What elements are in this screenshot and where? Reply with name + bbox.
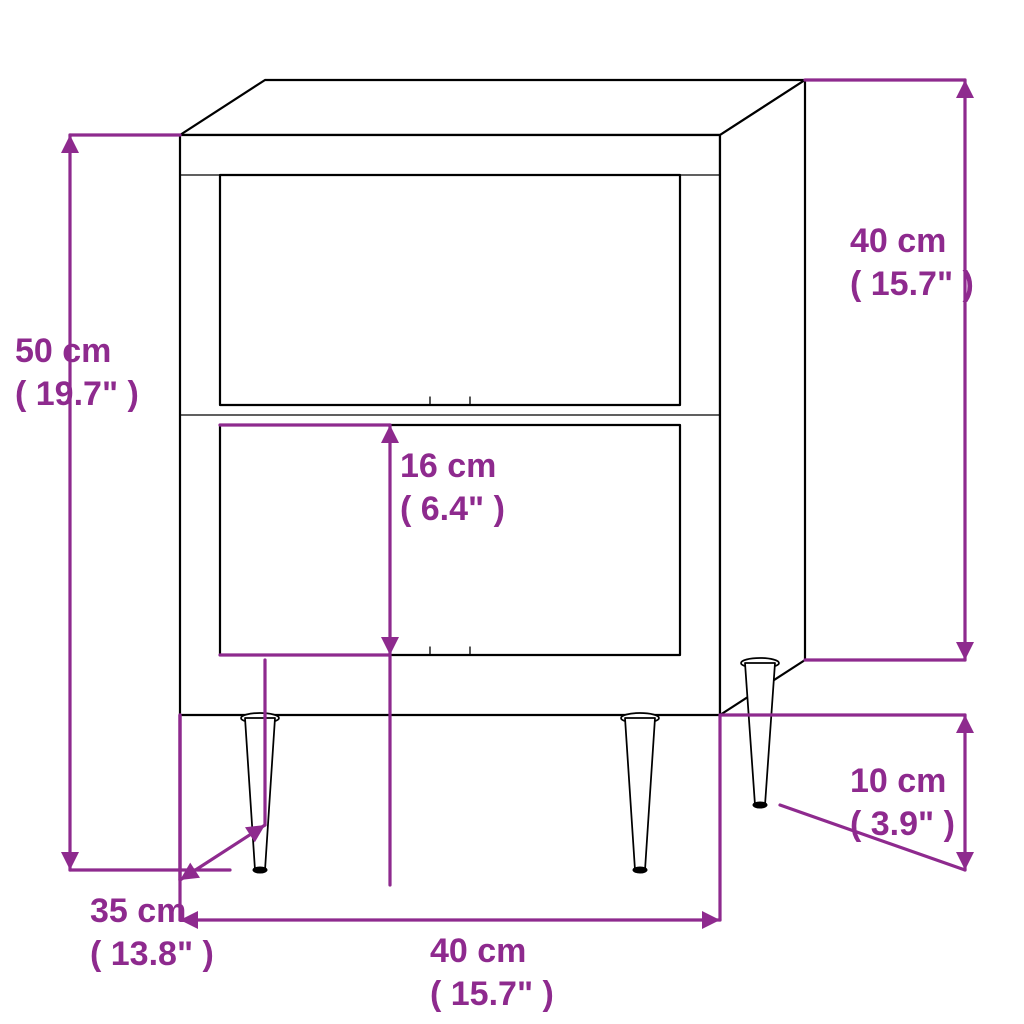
dim-body_h-in: ( 15.7" ) [850,263,974,306]
dim-body_h: 40 cm( 15.7" ) [850,220,974,305]
dim-leg_h: 10 cm( 3.9" ) [850,760,955,845]
dim-height-in: ( 19.7" ) [15,373,139,416]
dim-width-in: ( 15.7" ) [430,973,554,1016]
dim-width-cm: 40 cm [430,930,554,973]
dim-depth-cm: 35 cm [90,890,214,933]
dim-depth: 35 cm( 13.8" ) [90,890,214,975]
dim-leg_h-in: ( 3.9" ) [850,803,955,846]
dim-drawer-cm: 16 cm [400,445,505,488]
dim-drawer: 16 cm( 6.4" ) [400,445,505,530]
dim-leg_h-cm: 10 cm [850,760,955,803]
dim-width: 40 cm( 15.7" ) [430,930,554,1015]
dim-height-cm: 50 cm [15,330,139,373]
dim-body_h-cm: 40 cm [850,220,974,263]
dim-drawer-in: ( 6.4" ) [400,488,505,531]
dim-depth-in: ( 13.8" ) [90,933,214,976]
dim-height: 50 cm( 19.7" ) [15,330,139,415]
